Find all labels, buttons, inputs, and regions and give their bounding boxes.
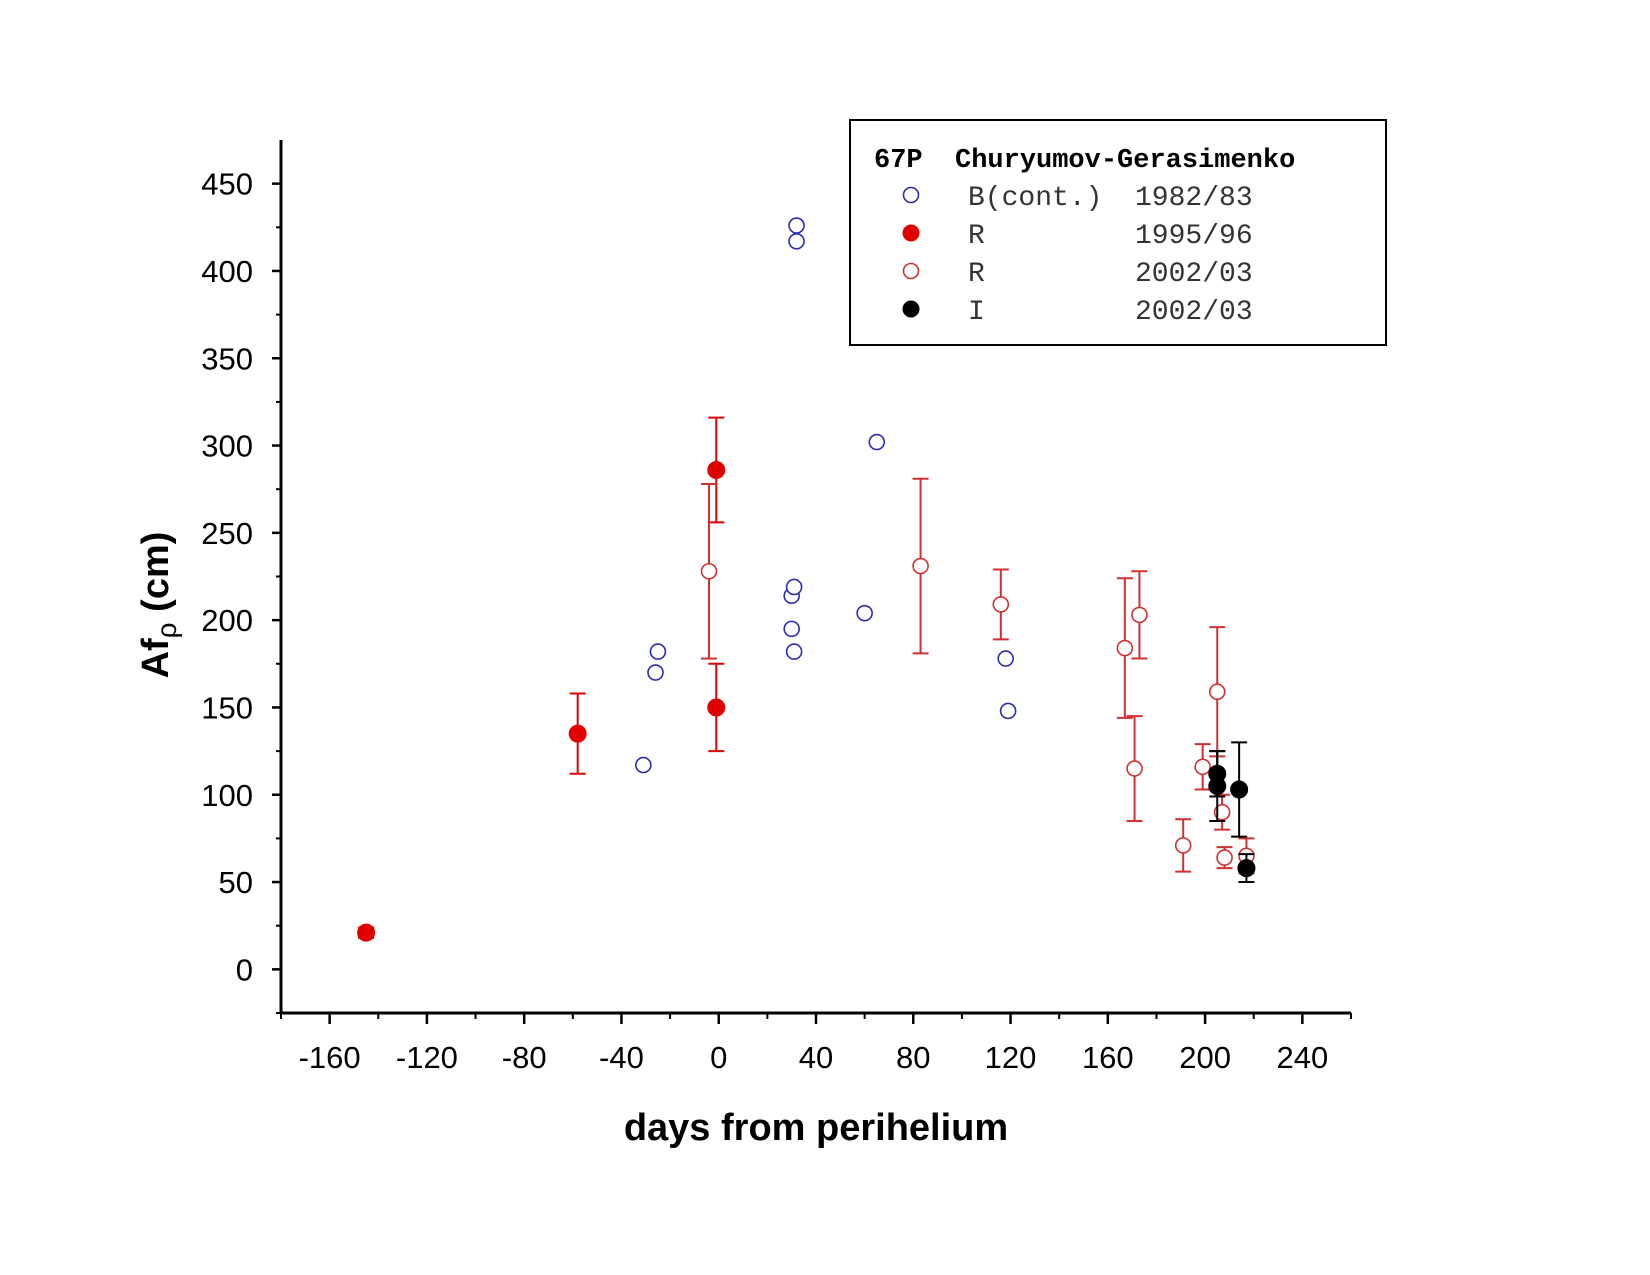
y-tick-label: 250 [201, 516, 253, 551]
y-tick-label: 50 [219, 865, 253, 900]
data-point [999, 702, 1017, 720]
y-tick-label: 200 [201, 603, 253, 638]
x-tick-label: -80 [502, 1040, 547, 1075]
data-point [788, 217, 805, 234]
x-tick-label: 120 [985, 1040, 1037, 1075]
legend-filter-label: R [968, 221, 985, 252]
data-point [568, 724, 587, 743]
y-tick-label: 350 [201, 341, 253, 376]
data-point [1116, 639, 1134, 657]
data-point [783, 620, 800, 638]
data-point [992, 596, 1010, 613]
data-point [1213, 803, 1231, 821]
data-point [856, 604, 873, 622]
x-tick-label: -120 [396, 1040, 458, 1075]
legend-filter-label: I [968, 297, 985, 328]
x-tick-label: 240 [1276, 1040, 1328, 1075]
data-point [1208, 683, 1226, 701]
series-2 [700, 477, 1255, 875]
data-point [1126, 760, 1143, 777]
data-point [707, 698, 726, 717]
data-point [912, 557, 929, 575]
plot-area [357, 217, 1256, 942]
data-point [647, 664, 664, 681]
data-point [1216, 849, 1233, 866]
x-tick-label: -160 [299, 1040, 361, 1075]
data-point [1194, 758, 1211, 776]
legend-marker [902, 300, 920, 318]
legend-marker [902, 262, 920, 280]
data-point [649, 643, 667, 660]
data-point [785, 643, 803, 660]
data-point [1237, 859, 1256, 878]
y-tick-label: 450 [201, 167, 253, 202]
data-point [997, 650, 1014, 667]
data-point [700, 562, 718, 580]
y-axis-title: Afρ (cm) [135, 532, 182, 679]
legend-title: 67P Churyumov-Gerasimenko [874, 146, 1295, 176]
legend-marker [902, 224, 920, 242]
data-point [357, 923, 376, 942]
legend: 67P Churyumov-Gerasimenko B(cont.) 1982/8… [849, 119, 1387, 346]
legend-filter-label: R [968, 259, 985, 290]
data-point [1208, 777, 1227, 796]
series-0 [635, 217, 1017, 774]
x-tick-label: 0 [710, 1040, 727, 1075]
data-point [785, 578, 803, 596]
x-tick-label: 200 [1179, 1040, 1231, 1075]
x-tick-label: -40 [599, 1040, 644, 1075]
data-point [788, 232, 805, 250]
y-tick-label: 400 [201, 254, 253, 289]
x-tick-label: 160 [1082, 1040, 1134, 1075]
legend-marker [902, 186, 920, 204]
y-axis-title-unit: (cm) [135, 532, 177, 612]
legend-period-label: 2002/03 [1135, 259, 1253, 290]
y-tick-label: 100 [201, 778, 253, 813]
legend-period-label: 1982/83 [1135, 183, 1253, 214]
x-tick-label: 80 [896, 1040, 930, 1075]
y-tick-label: 150 [201, 690, 253, 725]
series-1 [357, 416, 726, 942]
y-axis-title-main: Af [135, 638, 177, 678]
data-point [635, 756, 652, 774]
data-point [1230, 780, 1249, 799]
y-axis-ticks: 0 50 100 150 200 250 300 350 400 450 [201, 167, 281, 1014]
data-point [1131, 606, 1148, 624]
data-point [1174, 837, 1192, 854]
legend-filter-label: B(cont.) [968, 183, 1102, 214]
y-tick-label: 0 [236, 952, 253, 987]
data-point [707, 460, 726, 479]
legend-period-label: 1995/96 [1135, 221, 1253, 252]
x-tick-label: 40 [799, 1040, 833, 1075]
x-axis-ticks: -160 -120 -80 -40 0 40 80 120 160 200 240 [280, 1013, 1352, 1075]
y-tick-label: 300 [201, 429, 253, 464]
x-axis-title: days from perihelium [624, 1107, 1008, 1149]
legend-box [849, 119, 1387, 346]
series-3 [1208, 741, 1256, 884]
y-axis-title-subscript: ρ [151, 622, 182, 638]
legend-period-label: 2002/03 [1135, 297, 1253, 328]
data-point [868, 433, 886, 451]
